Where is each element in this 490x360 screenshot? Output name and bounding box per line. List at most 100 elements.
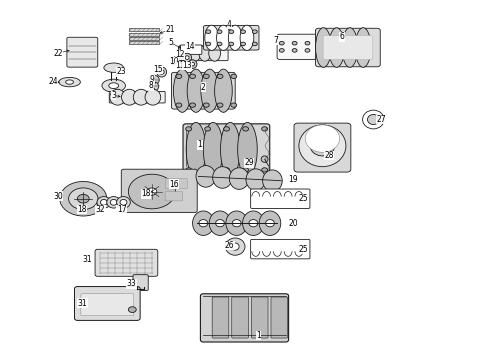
Ellipse shape [292,41,297,45]
FancyBboxPatch shape [271,297,288,338]
FancyBboxPatch shape [204,26,259,50]
Ellipse shape [176,103,182,107]
Text: 9: 9 [149,76,154,85]
Ellipse shape [220,122,240,176]
Ellipse shape [173,59,177,63]
Ellipse shape [191,62,195,66]
Ellipse shape [66,80,74,84]
Ellipse shape [305,125,340,152]
Ellipse shape [133,89,149,105]
Bar [129,37,159,40]
Ellipse shape [305,49,310,52]
FancyBboxPatch shape [165,192,183,201]
Ellipse shape [104,63,123,72]
Ellipse shape [318,41,323,45]
FancyBboxPatch shape [109,91,165,103]
Text: 10: 10 [169,57,179,66]
Text: 29: 29 [244,158,254,167]
Ellipse shape [252,30,257,33]
Ellipse shape [231,243,239,250]
Text: 18: 18 [77,205,87,214]
Text: 24: 24 [48,77,58,85]
Text: 16: 16 [169,180,179,189]
Ellipse shape [179,45,191,61]
Text: 18: 18 [141,189,151,198]
Text: 19: 19 [288,175,298,184]
FancyBboxPatch shape [316,28,380,67]
Ellipse shape [363,110,384,129]
FancyBboxPatch shape [250,189,310,208]
Ellipse shape [243,211,264,235]
Ellipse shape [102,79,125,92]
FancyBboxPatch shape [67,37,98,67]
Text: 3: 3 [111,91,116,100]
Text: 20: 20 [288,219,298,228]
Text: 25: 25 [298,194,308,203]
Text: 31: 31 [82,256,92,264]
Ellipse shape [193,211,214,235]
Ellipse shape [203,74,209,78]
Ellipse shape [310,136,335,156]
Ellipse shape [217,103,223,107]
Ellipse shape [331,41,336,45]
Ellipse shape [199,45,211,61]
Text: 17: 17 [117,205,126,214]
Ellipse shape [120,199,127,205]
Ellipse shape [97,197,111,208]
Text: 11: 11 [175,61,185,70]
Ellipse shape [217,42,222,46]
Ellipse shape [355,28,371,67]
Ellipse shape [186,127,192,131]
Ellipse shape [259,211,281,235]
Ellipse shape [246,169,266,190]
FancyBboxPatch shape [323,36,372,59]
Text: 22: 22 [53,49,63,58]
FancyBboxPatch shape [294,123,351,172]
FancyBboxPatch shape [200,294,289,342]
Ellipse shape [229,30,234,33]
Ellipse shape [177,60,186,69]
Text: 14: 14 [185,42,195,51]
Ellipse shape [240,25,254,50]
Ellipse shape [69,188,98,210]
FancyBboxPatch shape [81,294,134,316]
Ellipse shape [110,89,125,105]
Ellipse shape [209,45,221,61]
FancyBboxPatch shape [277,34,338,59]
FancyBboxPatch shape [183,124,270,175]
Ellipse shape [316,28,331,67]
Text: 32: 32 [96,205,105,214]
Text: 1: 1 [256,331,261,340]
Ellipse shape [205,168,211,172]
Text: 21: 21 [166,25,175,34]
Ellipse shape [243,168,248,172]
Ellipse shape [183,53,192,62]
Text: 28: 28 [324,151,334,160]
Text: 7: 7 [273,36,278,45]
Bar [129,28,159,31]
Ellipse shape [262,127,268,131]
Ellipse shape [217,74,223,78]
Text: 8: 8 [148,81,153,90]
Text: 26: 26 [224,241,234,250]
Ellipse shape [261,156,268,162]
Ellipse shape [171,57,180,66]
Ellipse shape [186,122,206,176]
Ellipse shape [110,199,117,205]
Ellipse shape [190,103,196,107]
Ellipse shape [203,103,209,107]
Ellipse shape [229,42,234,46]
Ellipse shape [201,69,219,112]
Text: 15: 15 [153,65,163,74]
Ellipse shape [216,220,224,227]
Ellipse shape [150,82,159,91]
Ellipse shape [305,41,310,45]
Ellipse shape [122,89,137,105]
Ellipse shape [147,188,157,195]
FancyBboxPatch shape [166,179,187,189]
Ellipse shape [232,220,241,227]
Ellipse shape [266,220,274,227]
Ellipse shape [238,122,257,176]
Ellipse shape [225,238,245,255]
FancyBboxPatch shape [212,297,229,338]
